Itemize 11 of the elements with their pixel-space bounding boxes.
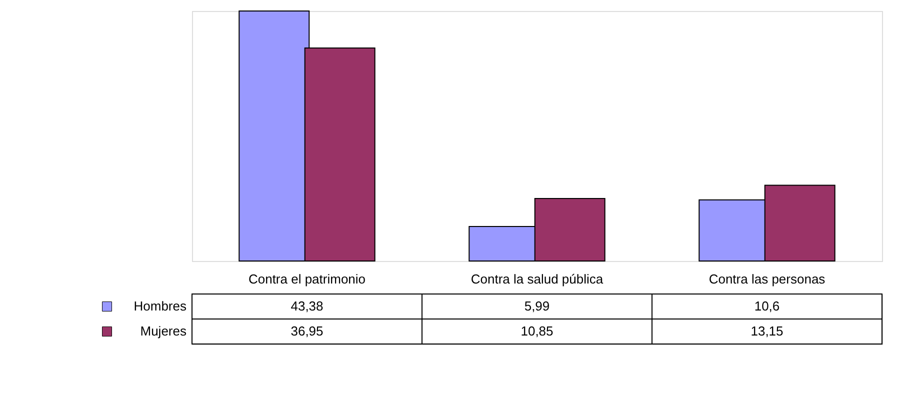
data-label: 10,6 (754, 298, 780, 314)
legend-label: Mujeres (140, 324, 187, 338)
data-label: 36,95 (290, 324, 324, 338)
data-label: 10,85 (520, 324, 554, 338)
data-label: 5,99 (524, 298, 550, 314)
data-label: 13,15 (750, 324, 784, 338)
data-label: 43,38 (290, 298, 324, 314)
x-tick-label: Contra la salud pública (470, 272, 604, 286)
x-tick-label: Contra las personas (708, 272, 826, 286)
x-tick-label: Contra el patrimonio (248, 272, 366, 286)
legend-label: Hombres (134, 298, 187, 314)
